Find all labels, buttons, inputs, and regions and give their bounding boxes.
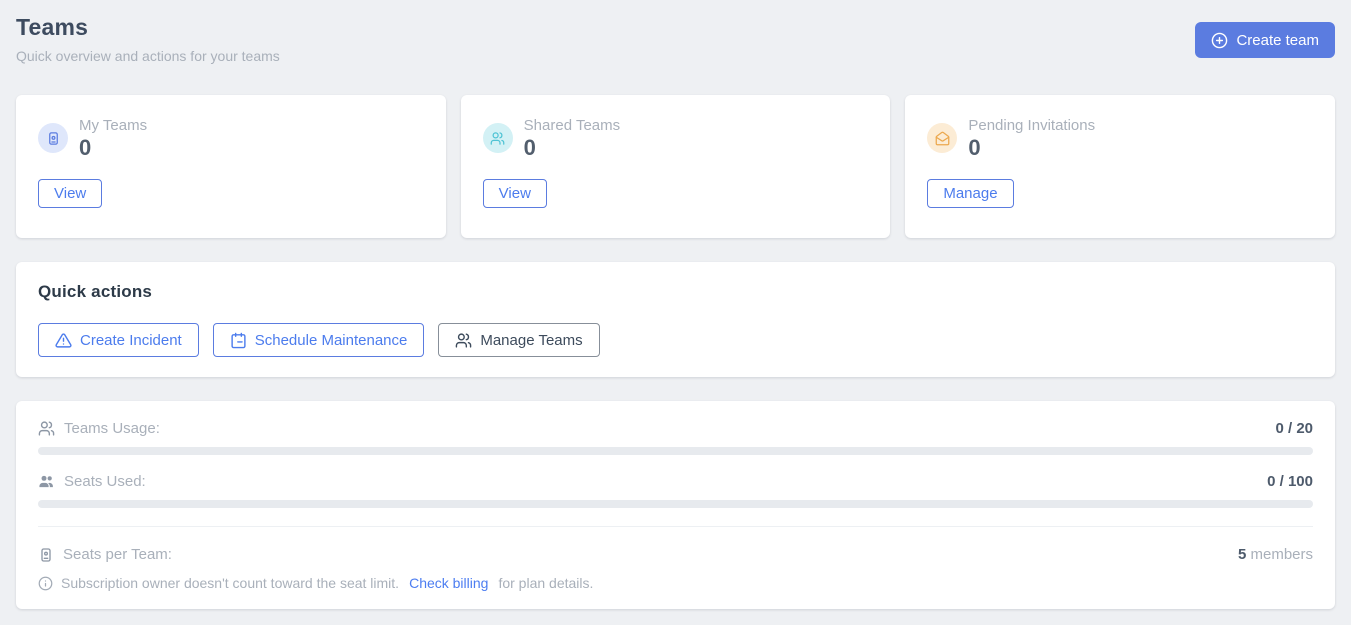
create-team-label: Create team bbox=[1236, 31, 1319, 49]
page-header: Teams Quick overview and actions for you… bbox=[16, 14, 1335, 64]
check-billing-link[interactable]: Check billing bbox=[409, 575, 489, 591]
seats-per-team-row: Seats per Team: 5 members bbox=[38, 546, 1313, 563]
teams-usage-label: Teams Usage: bbox=[64, 420, 160, 437]
create-team-button[interactable]: Create team bbox=[1195, 22, 1335, 58]
card-texts: Shared Teams 0 bbox=[524, 117, 620, 159]
card-texts: Pending Invitations 0 bbox=[968, 117, 1095, 159]
teams-usage-value: 0 / 20 bbox=[1275, 420, 1313, 437]
contact-badge-icon bbox=[38, 547, 54, 563]
users-icon bbox=[455, 332, 472, 349]
seats-used-left: Seats Used: bbox=[38, 473, 146, 490]
my-teams-card: My Teams 0 View bbox=[16, 95, 446, 238]
teams-usage-left: Teams Usage: bbox=[38, 420, 160, 437]
card-label: My Teams bbox=[79, 117, 148, 134]
calendar-icon bbox=[230, 332, 247, 349]
card-value: 0 bbox=[523, 135, 536, 160]
seat-limit-note: Subscription owner doesn't count toward … bbox=[38, 575, 1313, 591]
manage-teams-label: Manage Teams bbox=[480, 331, 583, 349]
seats-per-team-suffix: members bbox=[1250, 546, 1313, 563]
pending-invitations-manage-button[interactable]: Manage bbox=[927, 179, 1014, 208]
note-prefix: Subscription owner doesn't count toward … bbox=[61, 575, 400, 591]
alert-triangle-icon bbox=[55, 332, 72, 349]
quick-actions-title: Quick actions bbox=[38, 282, 153, 301]
card-value: 0 bbox=[79, 135, 92, 160]
quick-actions-buttons: Create Incident Schedule Maintenance Man… bbox=[38, 323, 1313, 357]
shared-teams-view-button[interactable]: View bbox=[482, 179, 547, 208]
plus-circle-icon bbox=[1211, 32, 1228, 49]
info-circle-icon bbox=[38, 576, 53, 591]
card-label: Pending Invitations bbox=[968, 117, 1096, 134]
schedule-maintenance-button[interactable]: Schedule Maintenance bbox=[212, 323, 425, 357]
seats-used-row: Seats Used: 0 / 100 bbox=[38, 473, 1313, 490]
manage-teams-button[interactable]: Manage Teams bbox=[438, 323, 600, 357]
seats-per-team-value: 5 members bbox=[1238, 546, 1313, 563]
seats-used-progress bbox=[38, 500, 1313, 508]
seats-per-team-number: 5 bbox=[1237, 546, 1247, 563]
seats-used-value: 0 / 100 bbox=[1267, 473, 1313, 490]
teams-usage-progress bbox=[38, 447, 1313, 455]
page-subtitle: Quick overview and actions for your team… bbox=[16, 48, 280, 64]
create-incident-button[interactable]: Create Incident bbox=[38, 323, 199, 357]
usage-panel: Teams Usage: 0 / 20 Seats Used: 0 / 100 bbox=[16, 401, 1335, 609]
header-titles: Teams Quick overview and actions for you… bbox=[16, 14, 280, 64]
pending-invitations-card: Pending Invitations 0 Manage bbox=[905, 95, 1336, 238]
card-head: Pending Invitations 0 bbox=[927, 117, 1313, 159]
mail-open-icon bbox=[927, 123, 958, 153]
card-value: 0 bbox=[968, 135, 981, 160]
create-incident-label: Create Incident bbox=[80, 331, 182, 349]
seats-used-label: Seats Used: bbox=[64, 473, 146, 490]
card-head: My Teams 0 bbox=[38, 117, 424, 159]
note-suffix: for plan details. bbox=[498, 575, 594, 591]
card-head: Shared Teams 0 bbox=[482, 117, 869, 159]
page-title: Teams bbox=[16, 14, 89, 40]
seats-per-team-label: Seats per Team: bbox=[63, 546, 172, 563]
card-label: Shared Teams bbox=[523, 117, 621, 134]
quick-actions-panel: Quick actions Create Incident Schedule M… bbox=[16, 262, 1335, 377]
contact-badge-icon bbox=[38, 123, 68, 153]
stat-cards-row: My Teams 0 View Shared Teams 0 View bbox=[16, 95, 1336, 238]
my-teams-view-button[interactable]: View bbox=[38, 179, 103, 208]
usage-divider bbox=[38, 526, 1313, 527]
shared-teams-card: Shared Teams 0 View bbox=[460, 95, 891, 238]
card-texts: My Teams 0 bbox=[79, 117, 147, 159]
teams-usage-row: Teams Usage: 0 / 20 bbox=[38, 420, 1313, 437]
seats-per-team-left: Seats per Team: bbox=[38, 546, 172, 563]
users-outline-icon bbox=[38, 420, 55, 437]
users-filled-icon bbox=[38, 473, 55, 490]
schedule-maintenance-label: Schedule Maintenance bbox=[254, 331, 408, 349]
users-icon bbox=[482, 123, 513, 153]
